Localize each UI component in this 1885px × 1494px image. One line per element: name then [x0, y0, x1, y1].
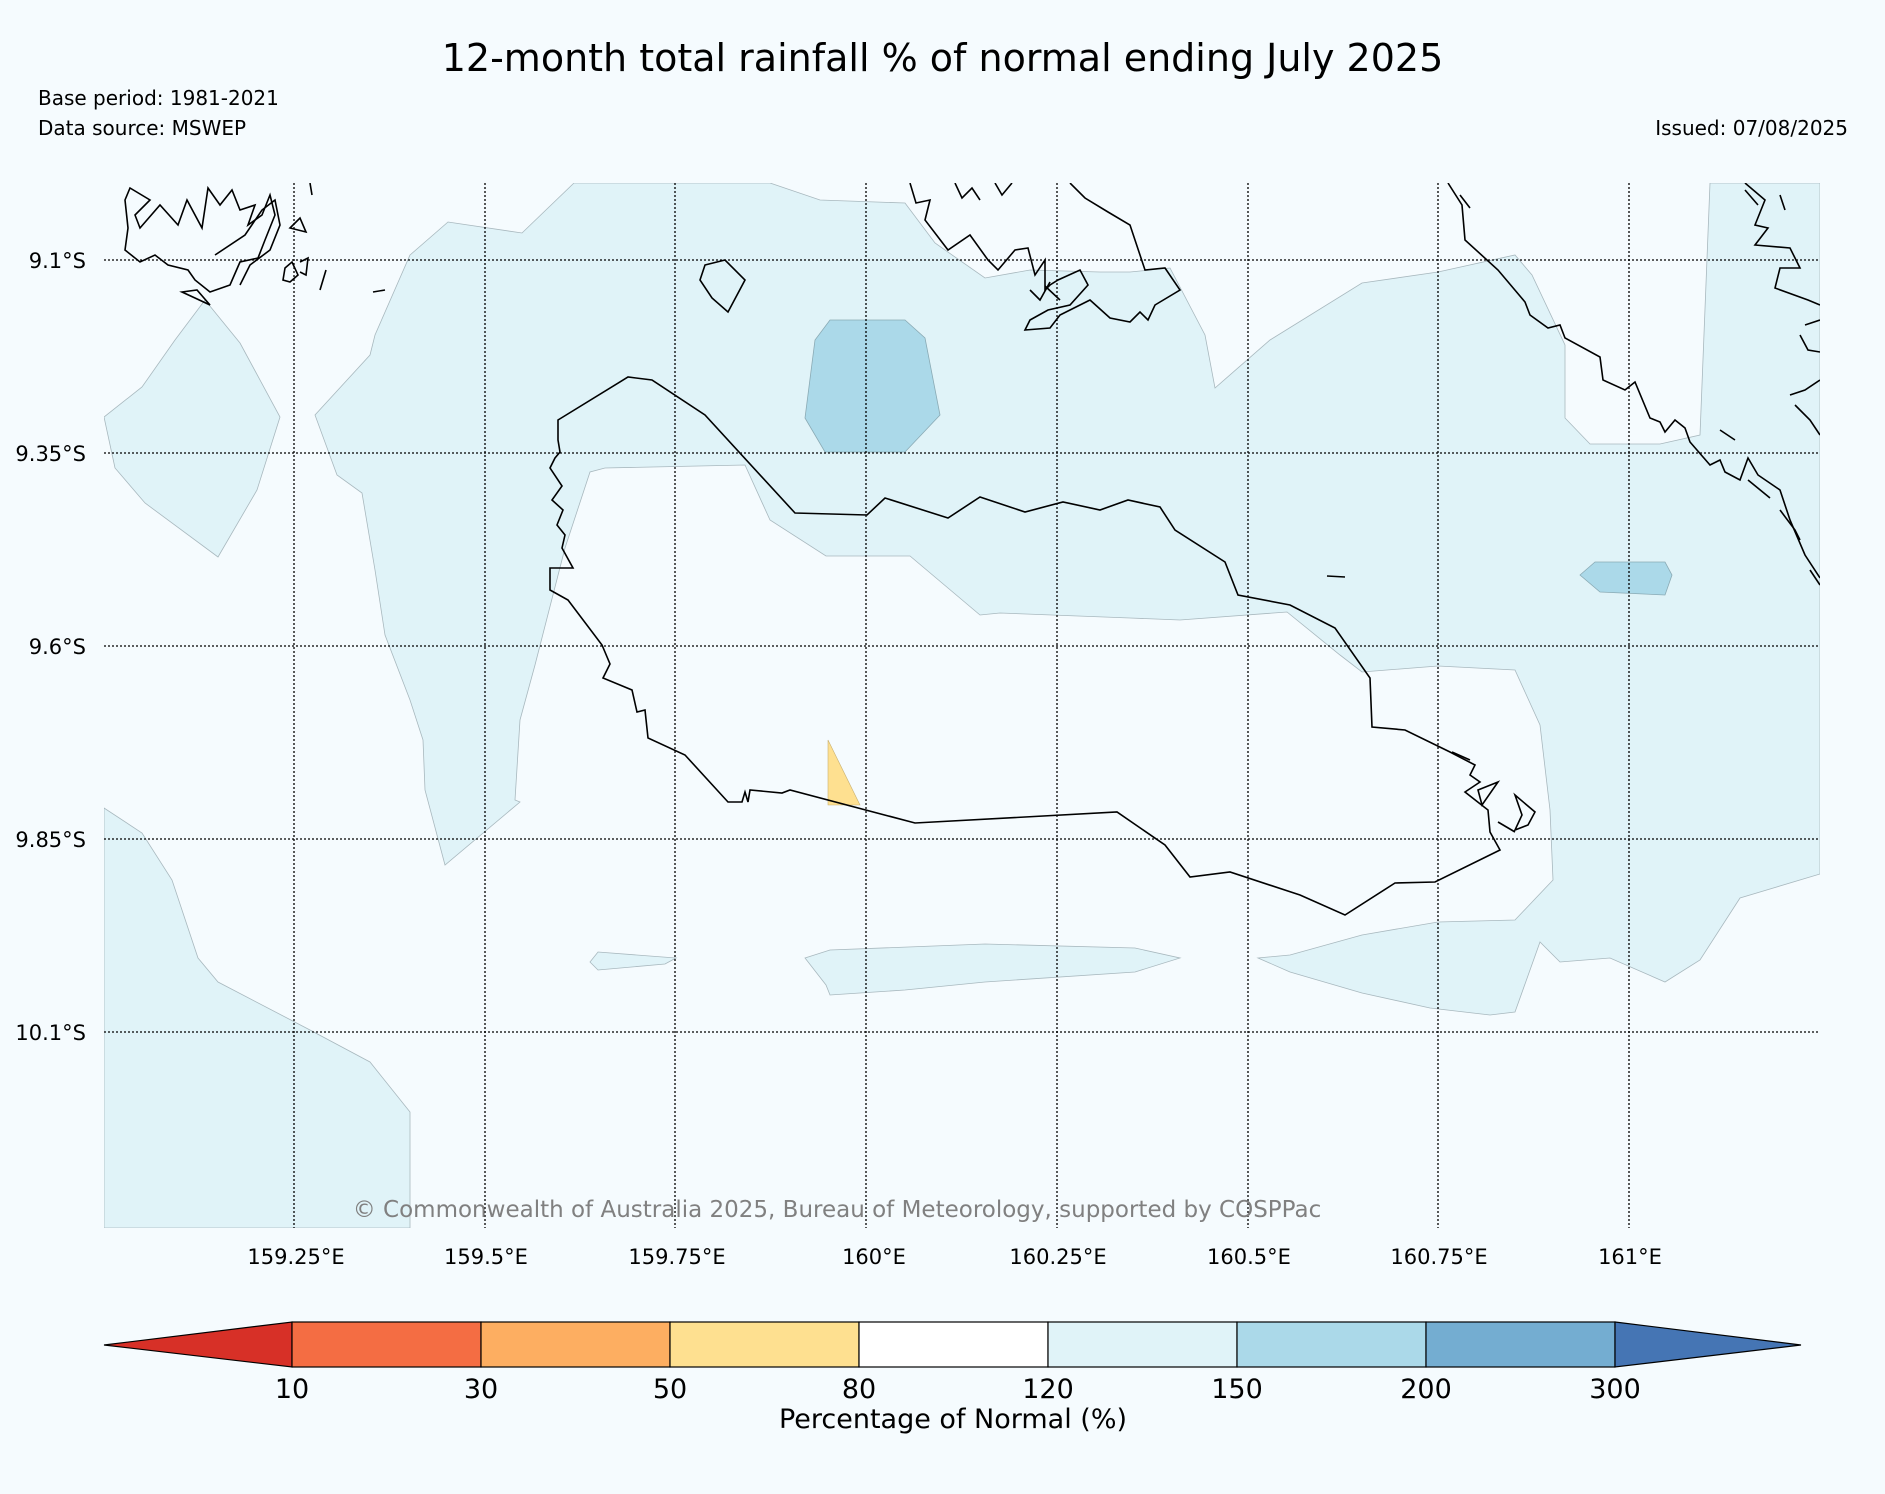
longitude-labels: 159.25°E 159.5°E 159.75°E 160°E 160.25°E… [247, 1245, 1662, 1269]
colorbar-segment-30-50 [480, 1321, 671, 1368]
colorbar-tick: 150 [1211, 1374, 1263, 1405]
lon-label: 159.25°E [247, 1245, 344, 1269]
lon-label: 160.75°E [1390, 1245, 1487, 1269]
colorbar-segment-80-120 [858, 1321, 1049, 1368]
rainfall-region-120-150 [104, 183, 1820, 1228]
colorbar: 10 30 50 80 120 150 200 300 Percentage o… [103, 1321, 1802, 1435]
data-source-note: Data source: MSWEP [38, 116, 247, 140]
lon-label: 160°E [842, 1245, 906, 1269]
lat-label: 9.35°S [15, 442, 86, 466]
lon-label: 161°E [1598, 1245, 1662, 1269]
coastline [124, 183, 1820, 916]
graticule [104, 183, 1820, 1228]
colorbar-tick: 120 [1022, 1374, 1074, 1405]
lon-label: 160.5°E [1207, 1245, 1291, 1269]
colorbar-segment-10-30 [291, 1321, 482, 1368]
colorbar-tick: 10 [275, 1374, 309, 1405]
lat-label: 10.1°S [15, 1021, 86, 1045]
map-panel: © Commonwealth of Australia 2025, Bureau… [15, 183, 1820, 1269]
colorbar-segment-150-200 [1236, 1321, 1427, 1368]
rainfall-region-150-200 [804, 319, 1673, 596]
lon-label: 159.75°E [628, 1245, 725, 1269]
map-title: 12-month total rainfall % of normal endi… [441, 36, 1444, 80]
colorbar-tick: 80 [842, 1374, 876, 1405]
lat-label: 9.85°S [15, 828, 86, 852]
colorbar-segment-above-300 [1614, 1321, 1802, 1368]
lon-label: 159.5°E [444, 1245, 528, 1269]
colorbar-tick: 200 [1400, 1374, 1452, 1405]
base-period-note: Base period: 1981-2021 [38, 86, 279, 110]
lat-label: 9.1°S [29, 249, 86, 273]
colorbar-segment-200-300 [1425, 1321, 1616, 1368]
colorbar-tick: 300 [1589, 1374, 1641, 1405]
colorbar-tick: 50 [653, 1374, 687, 1405]
colorbar-title: Percentage of Normal (%) [779, 1404, 1127, 1435]
lon-label: 160.25°E [1009, 1245, 1106, 1269]
latitude-labels: 9.1°S 9.35°S 9.6°S 9.85°S 10.1°S [15, 249, 86, 1045]
colorbar-segment-below-10 [103, 1321, 293, 1368]
lat-label: 9.6°S [29, 635, 86, 659]
copyright-credit: © Commonwealth of Australia 2025, Bureau… [353, 1197, 1322, 1223]
colorbar-segment-120-150 [1047, 1321, 1238, 1368]
colorbar-segment-50-80 [669, 1321, 860, 1368]
issued-date: Issued: 07/08/2025 [1655, 116, 1848, 140]
colorbar-tick: 30 [464, 1374, 498, 1405]
